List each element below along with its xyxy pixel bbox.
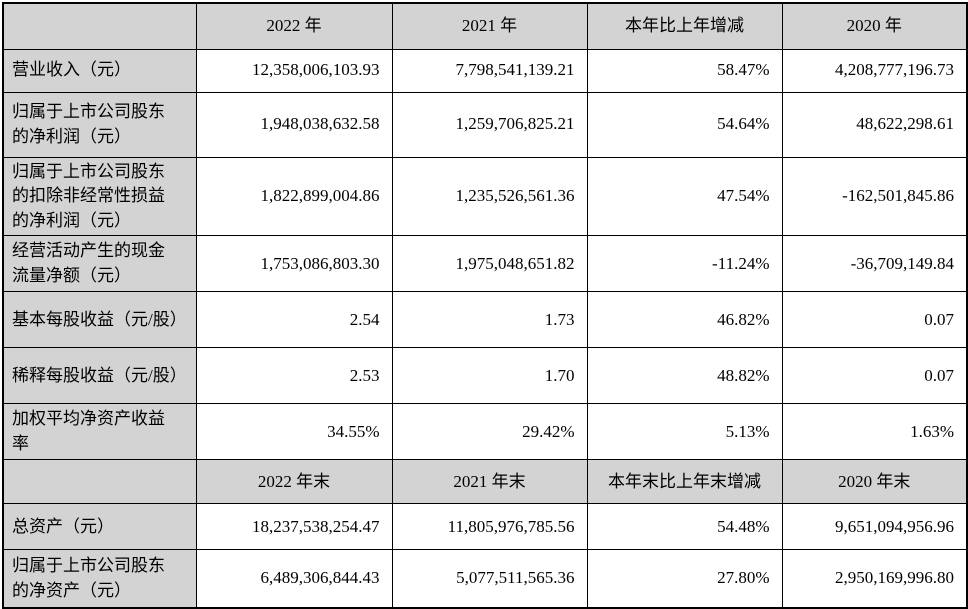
table-row: 加权平均净资产收益率 34.55% 29.42% 5.13% 1.63% bbox=[2, 403, 968, 461]
table-row: 总资产（元） 18,237,538,254.47 11,805,976,785.56… bbox=[2, 503, 968, 551]
value-cell: 29.42% bbox=[391, 403, 588, 461]
value-cell: 0.07 bbox=[781, 347, 968, 405]
header-row: 2022 年末 2021 年末 本年末比上年末增减 2020 年末 bbox=[2, 459, 968, 505]
row-label: 加权平均净资产收益率 bbox=[2, 403, 197, 461]
value-cell: 34.55% bbox=[195, 403, 393, 461]
value-cell: -36,709,149.84 bbox=[781, 235, 968, 293]
column-header: 2022 年末 bbox=[195, 459, 393, 505]
row-label: 归属于上市公司股东的净资产（元） bbox=[2, 549, 197, 609]
column-header: 2021 年 bbox=[391, 2, 588, 50]
value-cell: -162,501,845.86 bbox=[781, 156, 968, 237]
row-label: 稀释每股收益（元/股） bbox=[2, 347, 197, 405]
value-cell: 46.82% bbox=[586, 291, 783, 349]
table-row: 归属于上市公司股东的净利润（元） 1,948,038,632.58 1,259,70… bbox=[2, 91, 968, 158]
value-cell: 9,651,094,956.96 bbox=[781, 503, 968, 551]
value-cell: 0.07 bbox=[781, 291, 968, 349]
column-header: 2021 年末 bbox=[391, 459, 588, 505]
value-cell: 7,798,541,139.21 bbox=[391, 48, 588, 93]
value-cell: 48.82% bbox=[586, 347, 783, 405]
table-row: 基本每股收益（元/股） 2.54 1.73 46.82% 0.07 bbox=[2, 291, 968, 349]
value-cell: 54.48% bbox=[586, 503, 783, 551]
table-row: 归属于上市公司股东的扣除非经常性损益的净利润（元） 1,822,899,004.8… bbox=[2, 156, 968, 237]
value-cell: 47.54% bbox=[586, 156, 783, 237]
column-header: 本年比上年增减 bbox=[586, 2, 783, 50]
value-cell: 2.54 bbox=[195, 291, 393, 349]
value-cell: 1,259,706,825.21 bbox=[391, 91, 588, 158]
value-cell: 27.80% bbox=[586, 549, 783, 609]
value-cell: 48,622,298.61 bbox=[781, 91, 968, 158]
value-cell: 6,489,306,844.43 bbox=[195, 549, 393, 609]
value-cell: 5,077,511,565.36 bbox=[391, 549, 588, 609]
corner-cell bbox=[2, 2, 197, 50]
table-row: 稀释每股收益（元/股） 2.53 1.70 48.82% 0.07 bbox=[2, 347, 968, 405]
value-cell: 1.73 bbox=[391, 291, 588, 349]
value-cell: 2.53 bbox=[195, 347, 393, 405]
value-cell: 1,822,899,004.86 bbox=[195, 156, 393, 237]
value-cell: 18,237,538,254.47 bbox=[195, 503, 393, 551]
column-header: 2020 年末 bbox=[781, 459, 968, 505]
row-label: 归属于上市公司股东的扣除非经常性损益的净利润（元） bbox=[2, 156, 197, 237]
value-cell: 11,805,976,785.56 bbox=[391, 503, 588, 551]
table-row: 经营活动产生的现金流量净额（元） 1,753,086,803.30 1,975,04… bbox=[2, 235, 968, 293]
column-header: 2020 年 bbox=[781, 2, 968, 50]
column-header: 本年末比上年末增减 bbox=[586, 459, 783, 505]
value-cell: -11.24% bbox=[586, 235, 783, 293]
header-row: 2022 年 2021 年本年比上年增减 2020 年 bbox=[2, 2, 968, 50]
table-row: 归属于上市公司股东的净资产（元） 6,489,306,844.43 5,077,51… bbox=[2, 549, 968, 609]
row-label: 总资产（元） bbox=[2, 503, 197, 551]
corner-cell bbox=[2, 459, 197, 505]
value-cell: 58.47% bbox=[586, 48, 783, 93]
value-cell: 54.64% bbox=[586, 91, 783, 158]
value-cell: 1.70 bbox=[391, 347, 588, 405]
value-cell: 2,950,169,996.80 bbox=[781, 549, 968, 609]
value-cell: 1,948,038,632.58 bbox=[195, 91, 393, 158]
value-cell: 1,753,086,803.30 bbox=[195, 235, 393, 293]
value-cell: 1,235,526,561.36 bbox=[391, 156, 588, 237]
row-label: 归属于上市公司股东的净利润（元） bbox=[2, 91, 197, 158]
row-label: 基本每股收益（元/股） bbox=[2, 291, 197, 349]
value-cell: 12,358,006,103.93 bbox=[195, 48, 393, 93]
value-cell: 4,208,777,196.73 bbox=[781, 48, 968, 93]
row-label: 经营活动产生的现金流量净额（元） bbox=[2, 235, 197, 293]
row-label: 营业收入（元） bbox=[2, 48, 197, 93]
value-cell: 5.13% bbox=[586, 403, 783, 461]
table-row: 营业收入（元） 12,358,006,103.93 7,798,541,139.21… bbox=[2, 48, 968, 93]
value-cell: 1,975,048,651.82 bbox=[391, 235, 588, 293]
value-cell: 1.63% bbox=[781, 403, 968, 461]
column-header: 2022 年 bbox=[195, 2, 393, 50]
